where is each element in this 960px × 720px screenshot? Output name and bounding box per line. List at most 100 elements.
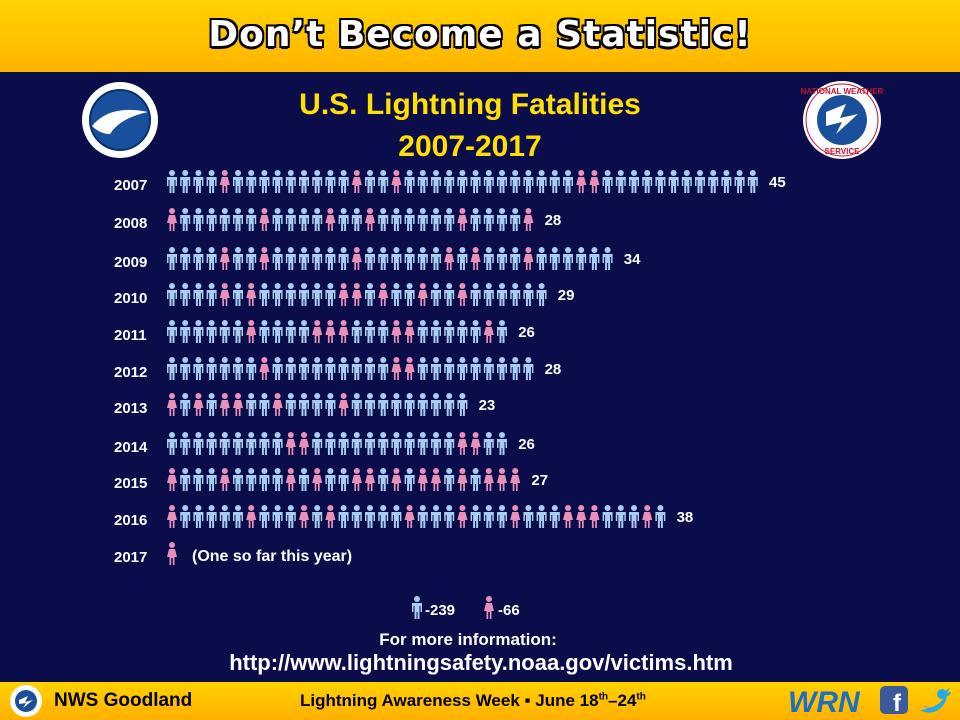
male-figure-2009-13 (338, 247, 349, 270)
more-info-url[interactable]: http://www.lightningsafety.noaa.gov/vict… (229, 650, 733, 675)
value-label-2008: 28 (545, 212, 562, 229)
male-figure-2007-21 (444, 170, 455, 193)
male-figure-2012-23 (470, 357, 481, 380)
year-label-2009: 2009 (114, 254, 147, 271)
male-figure-2010-23 (470, 283, 481, 306)
year-label-2017: 2017 (114, 549, 147, 566)
male-figure-2012-9 (285, 357, 296, 380)
male-figure-2016-35 (629, 505, 639, 528)
male-figure-2007-0 (167, 170, 177, 193)
male-figure-2010-9 (285, 283, 296, 306)
note-2017: (One so far this year) (192, 548, 353, 565)
nws-logo-icon: NATIONAL WEATHER SERVICE (801, 81, 884, 159)
male-figure-2012-8 (272, 357, 283, 380)
male-figure-2007-2 (193, 170, 204, 193)
year-label-2007: 2007 (114, 177, 147, 194)
female-figure-2014-23 (470, 432, 481, 455)
male-figure-2012-25 (497, 357, 507, 380)
male-figure-2011-15 (365, 320, 375, 343)
female-figure-2010-22 (457, 283, 468, 306)
female-figure-2016-18 (404, 505, 415, 528)
year-label-2013: 2013 (114, 400, 147, 417)
male-figure-2007-30 (563, 170, 573, 193)
wrn-logo-icon: WRN (788, 686, 861, 719)
male-figure-2013-17 (391, 393, 402, 416)
male-figure-2010-24 (483, 283, 494, 306)
male-figure-2016-21 (444, 505, 455, 528)
male-figure-2007-41 (708, 170, 719, 193)
male-figure-2009-1 (180, 247, 191, 270)
facebook-icon[interactable]: f (878, 684, 912, 718)
female-figure-2010-19 (417, 283, 428, 306)
year-label-2016: 2016 (114, 512, 147, 529)
male-figure-2010-25 (497, 283, 507, 306)
female-figure-2016-22 (457, 505, 468, 528)
male-figure-2016-27 (523, 505, 534, 528)
male-figure-2016-23 (470, 505, 481, 528)
male-figure-2014-8 (272, 432, 283, 455)
female-figure-2015-25 (497, 468, 507, 491)
male-figure-2011-5 (233, 320, 243, 343)
male-figure-2007-34 (615, 170, 626, 193)
svg-text:NATIONAL WEATHER: NATIONAL WEATHER (801, 87, 884, 96)
male-figure-2015-2 (193, 468, 204, 491)
male-figure-2010-15 (365, 283, 375, 306)
male-figure-2012-3 (206, 357, 217, 380)
female-figure-2009-23 (470, 247, 481, 270)
female-figure-2010-13 (338, 283, 349, 306)
female-figure-2011-12 (325, 320, 336, 343)
male-figure-2015-7 (259, 468, 270, 491)
female-figure-2007-32 (589, 170, 600, 193)
female-figure-2013-5 (233, 393, 243, 416)
male-figure-2009-16 (378, 247, 389, 270)
male-figure-2008-25 (497, 208, 507, 231)
female-figure-2011-18 (404, 320, 415, 343)
male-figure-2012-27 (523, 357, 534, 380)
male-figure-2011-1 (180, 320, 191, 343)
male-figure-2014-21 (444, 432, 455, 455)
female-figure-2007-4 (219, 170, 230, 193)
twitter-icon[interactable] (916, 684, 956, 718)
male-figure-2009-30 (563, 247, 573, 270)
value-label-2007: 45 (769, 174, 786, 191)
male-figure-2016-13 (338, 505, 349, 528)
male-figure-2014-6 (246, 432, 257, 455)
male-figure-2010-20 (431, 283, 441, 306)
male-figure-2009-26 (510, 247, 521, 270)
female-figure-2009-14 (351, 247, 362, 270)
female-figure-2016-31 (576, 505, 587, 528)
male-figure-2011-21 (444, 320, 455, 343)
female-figure-2014-22 (457, 432, 468, 455)
chart-title: U.S. Lightning Fatalities (299, 88, 641, 121)
female-figure-2012-17 (391, 357, 402, 380)
legend-male-total: -239 (425, 602, 456, 619)
female-figure-2015-14 (351, 468, 362, 491)
male-figure-2012-24 (483, 357, 494, 380)
male-figure-2014-1 (180, 432, 191, 455)
male-figure-2015-10 (299, 468, 309, 491)
female-figure-2015-19 (417, 468, 428, 491)
male-figure-2012-16 (378, 357, 389, 380)
male-figure-2007-37 (655, 170, 666, 193)
male-figure-2012-0 (167, 357, 177, 380)
event-sup1: th (598, 691, 609, 703)
male-figure-2012-26 (510, 357, 521, 380)
male-figure-2012-14 (351, 357, 362, 380)
event-label: Lightning Awareness Week ▪ June 18th–24t… (300, 691, 646, 711)
male-figure-2013-9 (285, 393, 296, 416)
male-figure-2007-24 (483, 170, 494, 193)
female-figure-2016-12 (325, 505, 336, 528)
male-figure-2013-10 (299, 393, 309, 416)
male-figure-2013-20 (431, 393, 441, 416)
male-figure-2016-4 (219, 505, 230, 528)
male-figure-2014-18 (404, 432, 415, 455)
value-label-2016: 38 (677, 509, 694, 526)
male-figure-2007-25 (497, 170, 507, 193)
male-figure-2008-23 (470, 208, 481, 231)
female-figure-2011-11 (312, 320, 323, 343)
female-figure-2016-26 (510, 505, 521, 528)
male-figure-2008-16 (378, 208, 389, 231)
male-figure-2007-9 (285, 170, 296, 193)
